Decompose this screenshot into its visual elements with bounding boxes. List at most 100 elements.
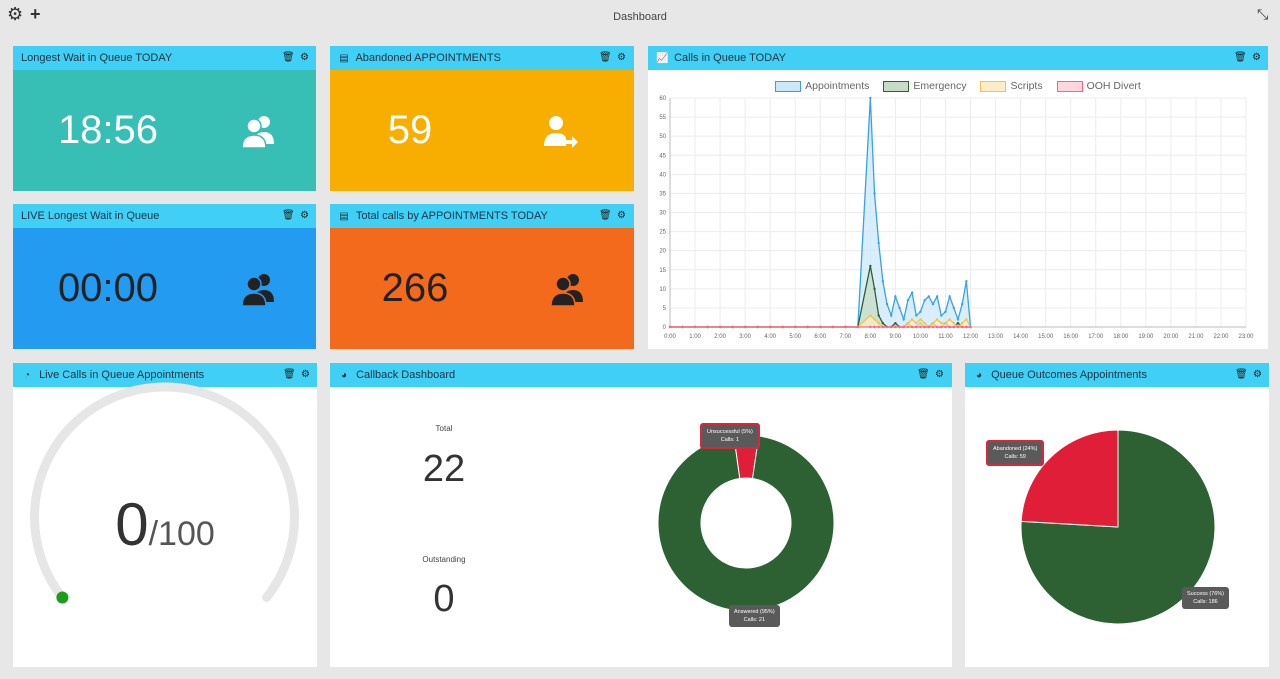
trash-icon[interactable]: 🗑 xyxy=(599,52,612,63)
data-point xyxy=(881,325,885,329)
gauge-readout: 0/100 xyxy=(13,490,317,559)
plus-icon[interactable]: + xyxy=(30,4,41,24)
data-point xyxy=(706,325,709,329)
data-point xyxy=(923,321,926,325)
users-icon xyxy=(233,70,283,191)
users-icon xyxy=(233,228,283,349)
panel-abandoned: ▤ Abandoned APPOINTMENTS 🗑 ⚙ 59 xyxy=(330,46,634,191)
data-point xyxy=(956,325,960,329)
x-tick-label: 10:00 xyxy=(913,334,929,340)
trash-icon[interactable]: 🗑 xyxy=(599,210,612,221)
pie-slice-1[interactable] xyxy=(1020,429,1119,528)
data-point xyxy=(927,295,930,298)
data-point xyxy=(768,325,772,329)
data-point xyxy=(873,192,876,195)
gauge-max: /100 xyxy=(148,515,215,553)
x-tick-label: 21:00 xyxy=(1188,334,1204,340)
data-point xyxy=(902,318,905,321)
data-point xyxy=(877,314,880,317)
tooltip-calls: Calls: 1 xyxy=(720,437,740,443)
total-value: 22 xyxy=(422,448,466,490)
data-point xyxy=(944,325,947,329)
trash-icon[interactable]: 🗑 xyxy=(282,52,295,63)
compress-icon[interactable]: ⤡ xyxy=(1257,6,1269,22)
pie-slice-1[interactable] xyxy=(657,435,835,612)
data-point xyxy=(969,325,972,329)
data-point xyxy=(915,325,918,329)
tooltip-title: Abandoned (24%) xyxy=(993,446,1038,452)
y-tick-label: 20 xyxy=(659,249,666,255)
data-point xyxy=(940,321,943,325)
y-tick-label: 5 xyxy=(663,306,667,312)
legend-swatch xyxy=(883,80,910,92)
trash-icon[interactable]: 🗑 xyxy=(282,210,295,221)
data-point xyxy=(869,325,872,329)
data-point xyxy=(910,318,914,321)
data-point xyxy=(894,295,897,298)
panel-calls-in-queue: 📈 Calls in Queue TODAY 🗑 ⚙ xyxy=(648,46,1268,349)
data-point xyxy=(902,325,905,329)
data-point xyxy=(881,321,885,325)
line-chart-icon: 📈 xyxy=(656,53,669,64)
panel-title: Queue Outcomes Appointments xyxy=(991,369,1147,381)
data-point xyxy=(873,325,876,329)
gauge xyxy=(30,382,299,604)
x-tick-label: 22:00 xyxy=(1213,334,1229,340)
chart-legend: Appointments Emergency Scripts OOH Diver… xyxy=(648,80,1268,92)
panel-header: ▤ Abandoned APPOINTMENTS xyxy=(330,46,634,70)
gear-icon[interactable]: ⚙ xyxy=(300,52,309,63)
data-point xyxy=(919,310,922,313)
y-tick-label: 45 xyxy=(659,153,666,159)
legend-item[interactable]: Appointments xyxy=(775,80,869,92)
data-point xyxy=(894,321,897,325)
gauge-value: 0 xyxy=(115,491,149,558)
x-tick-label: 1:00 xyxy=(689,334,701,340)
gear-icon[interactable]: ⚙ xyxy=(300,210,309,221)
legend-item[interactable]: OOH Divert xyxy=(1056,80,1141,92)
gear-icon[interactable]: ⚙ xyxy=(617,52,626,63)
tooltip-success: Success (76%) Calls: 186 xyxy=(1182,587,1229,609)
trash-icon[interactable]: 🗑 xyxy=(1234,52,1247,63)
data-point xyxy=(940,314,943,317)
data-point xyxy=(927,325,930,329)
x-tick-label: 11:00 xyxy=(938,334,953,340)
x-tick-label: 7:00 xyxy=(839,334,851,340)
data-point xyxy=(877,321,880,325)
data-point xyxy=(931,321,935,325)
legend-item[interactable]: Emergency xyxy=(883,80,966,92)
y-tick-label: 35 xyxy=(659,191,666,197)
data-point xyxy=(668,325,672,329)
user-arrow-icon xyxy=(535,70,585,191)
x-tick-label: 20:00 xyxy=(1163,334,1179,340)
gear-icon[interactable]: ⚙ xyxy=(617,210,626,221)
stat-value: 18:56 xyxy=(57,108,159,152)
data-point xyxy=(952,306,956,310)
data-point xyxy=(960,302,964,306)
y-tick-label: 0 xyxy=(663,325,667,331)
x-tick-label: 6:00 xyxy=(814,334,826,340)
data-point xyxy=(877,325,880,329)
data-point xyxy=(910,325,914,329)
trash-icon[interactable]: 🗑 xyxy=(283,369,296,380)
trash-icon[interactable]: 🗑 xyxy=(1235,369,1248,380)
gear-icon[interactable]: ⚙ xyxy=(1252,52,1261,63)
data-point xyxy=(965,318,968,321)
tooltip-calls: Calls: 186 xyxy=(1193,599,1218,605)
legend-label: Appointments xyxy=(805,80,870,92)
gear-icon[interactable]: ⚙ xyxy=(1253,369,1262,380)
data-point xyxy=(906,325,910,329)
panel-title: Abandoned APPOINTMENTS xyxy=(355,52,501,64)
dashboard-icon: ◔ xyxy=(23,370,31,381)
trash-icon[interactable]: 🗑 xyxy=(917,369,930,380)
gears-icon[interactable]: ⚙ xyxy=(7,4,24,24)
x-tick-label: 12:00 xyxy=(963,334,979,340)
gear-icon[interactable]: ⚙ xyxy=(935,369,944,380)
gear-icon[interactable]: ⚙ xyxy=(301,369,310,380)
panel-longest-wait: Longest Wait in Queue TODAY 🗑 ⚙ 18:56 xyxy=(13,46,316,191)
legend-swatch xyxy=(980,80,1007,92)
x-tick-label: 13:00 xyxy=(988,334,1004,340)
y-tick-label: 25 xyxy=(659,230,666,236)
data-point xyxy=(965,325,968,329)
data-point xyxy=(931,302,935,306)
legend-item[interactable]: Scripts xyxy=(980,80,1043,92)
